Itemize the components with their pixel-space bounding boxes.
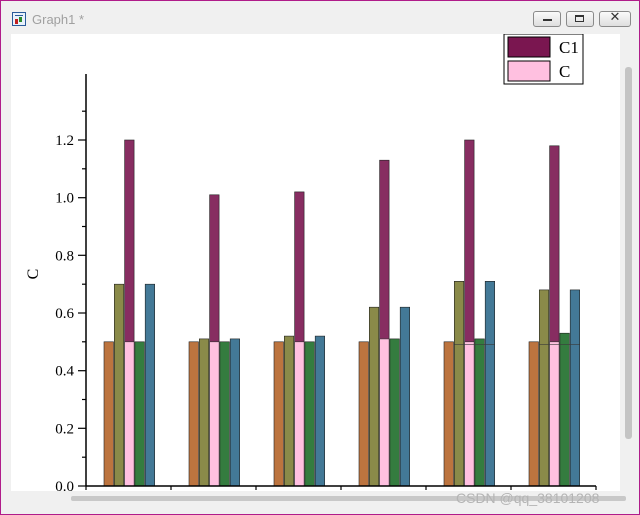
title-bar[interactable]: Graph1 * ✕ — [1, 1, 639, 35]
bar-s2-g5 — [453, 281, 465, 487]
vertical-scrollbar[interactable] — [620, 35, 638, 490]
axes-layer: 0.0 0.2 0.4 0.6 0.8 1.0 1.2 — [55, 74, 597, 491]
bar-s5-g1 — [144, 283, 155, 487]
bar-s1-g6 — [528, 341, 539, 487]
bar-s2-g3 — [283, 335, 295, 487]
y-tick-label: 1.0 — [55, 191, 74, 207]
bar-s5-g4 — [399, 306, 411, 487]
bar-s2-g1 — [114, 283, 125, 487]
bar-s4-g2 — [219, 341, 230, 487]
graph-window-icon — [12, 12, 26, 26]
overlay-c-bar-g2 — [209, 341, 220, 487]
horizontal-scrollbar[interactable] — [1, 491, 639, 513]
horizontal-scroll-thumb[interactable] — [71, 496, 626, 501]
overlay-c-bar-g4 — [379, 338, 390, 487]
bar-s1-g4 — [358, 341, 369, 487]
overlay-c-bar-g6 — [549, 341, 560, 487]
legend-swatch-c1 — [507, 36, 551, 58]
bar-s2-g6 — [538, 289, 550, 487]
bar-s4-g4 — [389, 338, 400, 487]
vertical-scroll-thumb[interactable] — [625, 67, 632, 439]
bar-s1-g3 — [273, 341, 284, 487]
y-tick-label: 0.2 — [55, 421, 74, 437]
close-button[interactable]: ✕ — [599, 10, 631, 27]
minimize-button[interactable] — [533, 11, 561, 27]
minimize-icon — [543, 19, 552, 21]
y-tick-label: 0.8 — [55, 248, 74, 264]
legend-label-c: C — [559, 62, 570, 81]
legend-label-c1: C1 — [559, 38, 579, 57]
bar-s4-g1 — [134, 341, 145, 487]
overlay-c-bar-g1 — [124, 341, 135, 487]
bar-chart: 0.0 0.2 0.4 0.6 0.8 1.0 1.2 C C1 C — [11, 34, 620, 491]
bar-s5-g2 — [229, 338, 240, 487]
bar-s5-g6 — [569, 289, 581, 487]
bar-s5-g5 — [484, 281, 496, 487]
bar-s4-g3 — [304, 341, 315, 487]
y-tick-label: 1.2 — [55, 133, 74, 149]
bar-s1-g1 — [103, 341, 114, 487]
y-tick-label: 0.0 — [55, 479, 74, 491]
bar-s1-g5 — [443, 341, 454, 487]
bar-s4-g6 — [559, 332, 570, 487]
bar-s2-g4 — [368, 306, 380, 487]
watermark: CSDN @qq_38101208 — [456, 490, 600, 506]
bar-s1-g2 — [188, 341, 199, 487]
window-title: Graph1 * — [32, 12, 85, 27]
bar-s4-g5 — [474, 338, 485, 487]
legend: C1 C — [503, 34, 584, 85]
restore-icon — [575, 15, 584, 22]
y-tick-label: 0.6 — [55, 306, 74, 322]
bar-s2-g2 — [199, 338, 210, 487]
bar-s5-g3 — [314, 335, 326, 487]
legend-swatch-c — [507, 60, 551, 82]
overlay-c-bar-g5 — [464, 341, 475, 487]
y-axis-label: C — [25, 269, 42, 280]
restore-button[interactable] — [566, 11, 594, 27]
close-icon: ✕ — [609, 10, 621, 25]
y-tick-label: 0.4 — [55, 364, 74, 380]
overlay-c-bar-g3 — [294, 341, 305, 487]
